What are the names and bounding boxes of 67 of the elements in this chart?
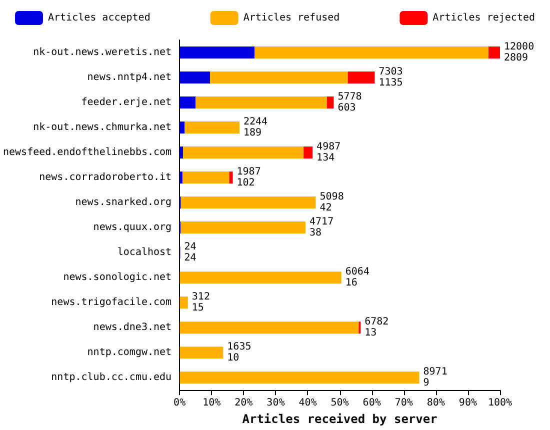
annotation: 5778 603: [338, 92, 362, 114]
annotation: 12000 2809: [504, 42, 534, 64]
bar: [184, 122, 240, 134]
x-tick-label: 90%: [458, 398, 477, 409]
bar: [254, 46, 488, 59]
x-tick-label: 100%: [488, 398, 512, 409]
annotation: 312 15: [192, 292, 210, 314]
bar: [180, 372, 420, 384]
x-tick-label: 60%: [362, 398, 381, 409]
y-tick-label: nntp.club.cc.cmu.edu: [51, 372, 172, 384]
x-tick-label: 40%: [298, 398, 317, 409]
annotation: 8971 9: [423, 366, 448, 389]
annotation: 1987 102: [236, 166, 261, 189]
bar: [196, 96, 327, 109]
bar: [180, 296, 188, 309]
y-tick-label: news.sonologic.net: [63, 272, 172, 284]
bar: [180, 222, 306, 234]
bar: [180, 346, 224, 359]
y-tick-label: news.nntp4.net: [87, 72, 172, 84]
y-tick-label: localhost: [117, 247, 172, 258]
x-tick-label: 10%: [202, 398, 221, 409]
y-tick-label: news.trigofacile.com: [51, 297, 172, 308]
y-tick-label: nk-out.news.weretis.net: [33, 47, 172, 58]
y-tick-label: news.snarked.org: [75, 197, 172, 208]
y-tick-label: news.corradoroberto.it: [39, 172, 172, 184]
bar: [180, 172, 182, 184]
annotation: 4987 134: [316, 142, 341, 164]
bar: [488, 46, 500, 59]
annotation: 2244 189: [243, 116, 268, 139]
bar: [180, 146, 184, 159]
annotation: 6064 16: [345, 266, 370, 289]
annotation: 4717 38: [310, 216, 334, 239]
bar: [348, 72, 375, 84]
legend-label: Articles accepted: [48, 12, 150, 24]
bar: [304, 146, 313, 159]
x-tick-label: 20%: [234, 398, 253, 409]
bar: [229, 172, 233, 184]
y-tick-label: nk-out.news.chmurka.net: [33, 122, 172, 134]
y-tick-label: news.quux.org: [93, 222, 172, 234]
x-tick-label: 50%: [330, 398, 349, 409]
bar: [180, 122, 185, 134]
bar: [180, 196, 316, 209]
bar: [180, 72, 210, 84]
bar: [180, 46, 255, 59]
bar: [210, 72, 348, 84]
legend-label: Articles refused: [243, 12, 340, 24]
x-tick-label: 30%: [266, 398, 285, 409]
annotation: 1635 10: [227, 342, 252, 364]
bar: [183, 146, 304, 159]
legend-label: Articles rejected: [432, 12, 536, 24]
annotation: 6782 13: [364, 316, 389, 339]
y-tick-label: newsfeed.endofthelinebbs.com: [2, 147, 172, 158]
bar: [180, 322, 359, 334]
y-tick-label: news.dne3.net: [93, 322, 172, 334]
bar: [180, 96, 196, 109]
x-axis-title: Articles received by server: [242, 412, 438, 426]
bar: [180, 272, 342, 284]
annotation: 24 24: [184, 242, 196, 264]
annotation: 7303 1135: [378, 66, 403, 89]
bar: [326, 96, 334, 109]
y-tick-label: nntp.comgw.net: [87, 347, 172, 358]
y-tick-label: feeder.erje.net: [81, 97, 172, 108]
annotation: 5098 42: [320, 192, 344, 214]
x-tick-label: 0%: [174, 398, 186, 409]
bar: [182, 172, 230, 184]
x-tick-label: 70%: [394, 398, 413, 409]
x-tick-label: 80%: [426, 398, 445, 409]
